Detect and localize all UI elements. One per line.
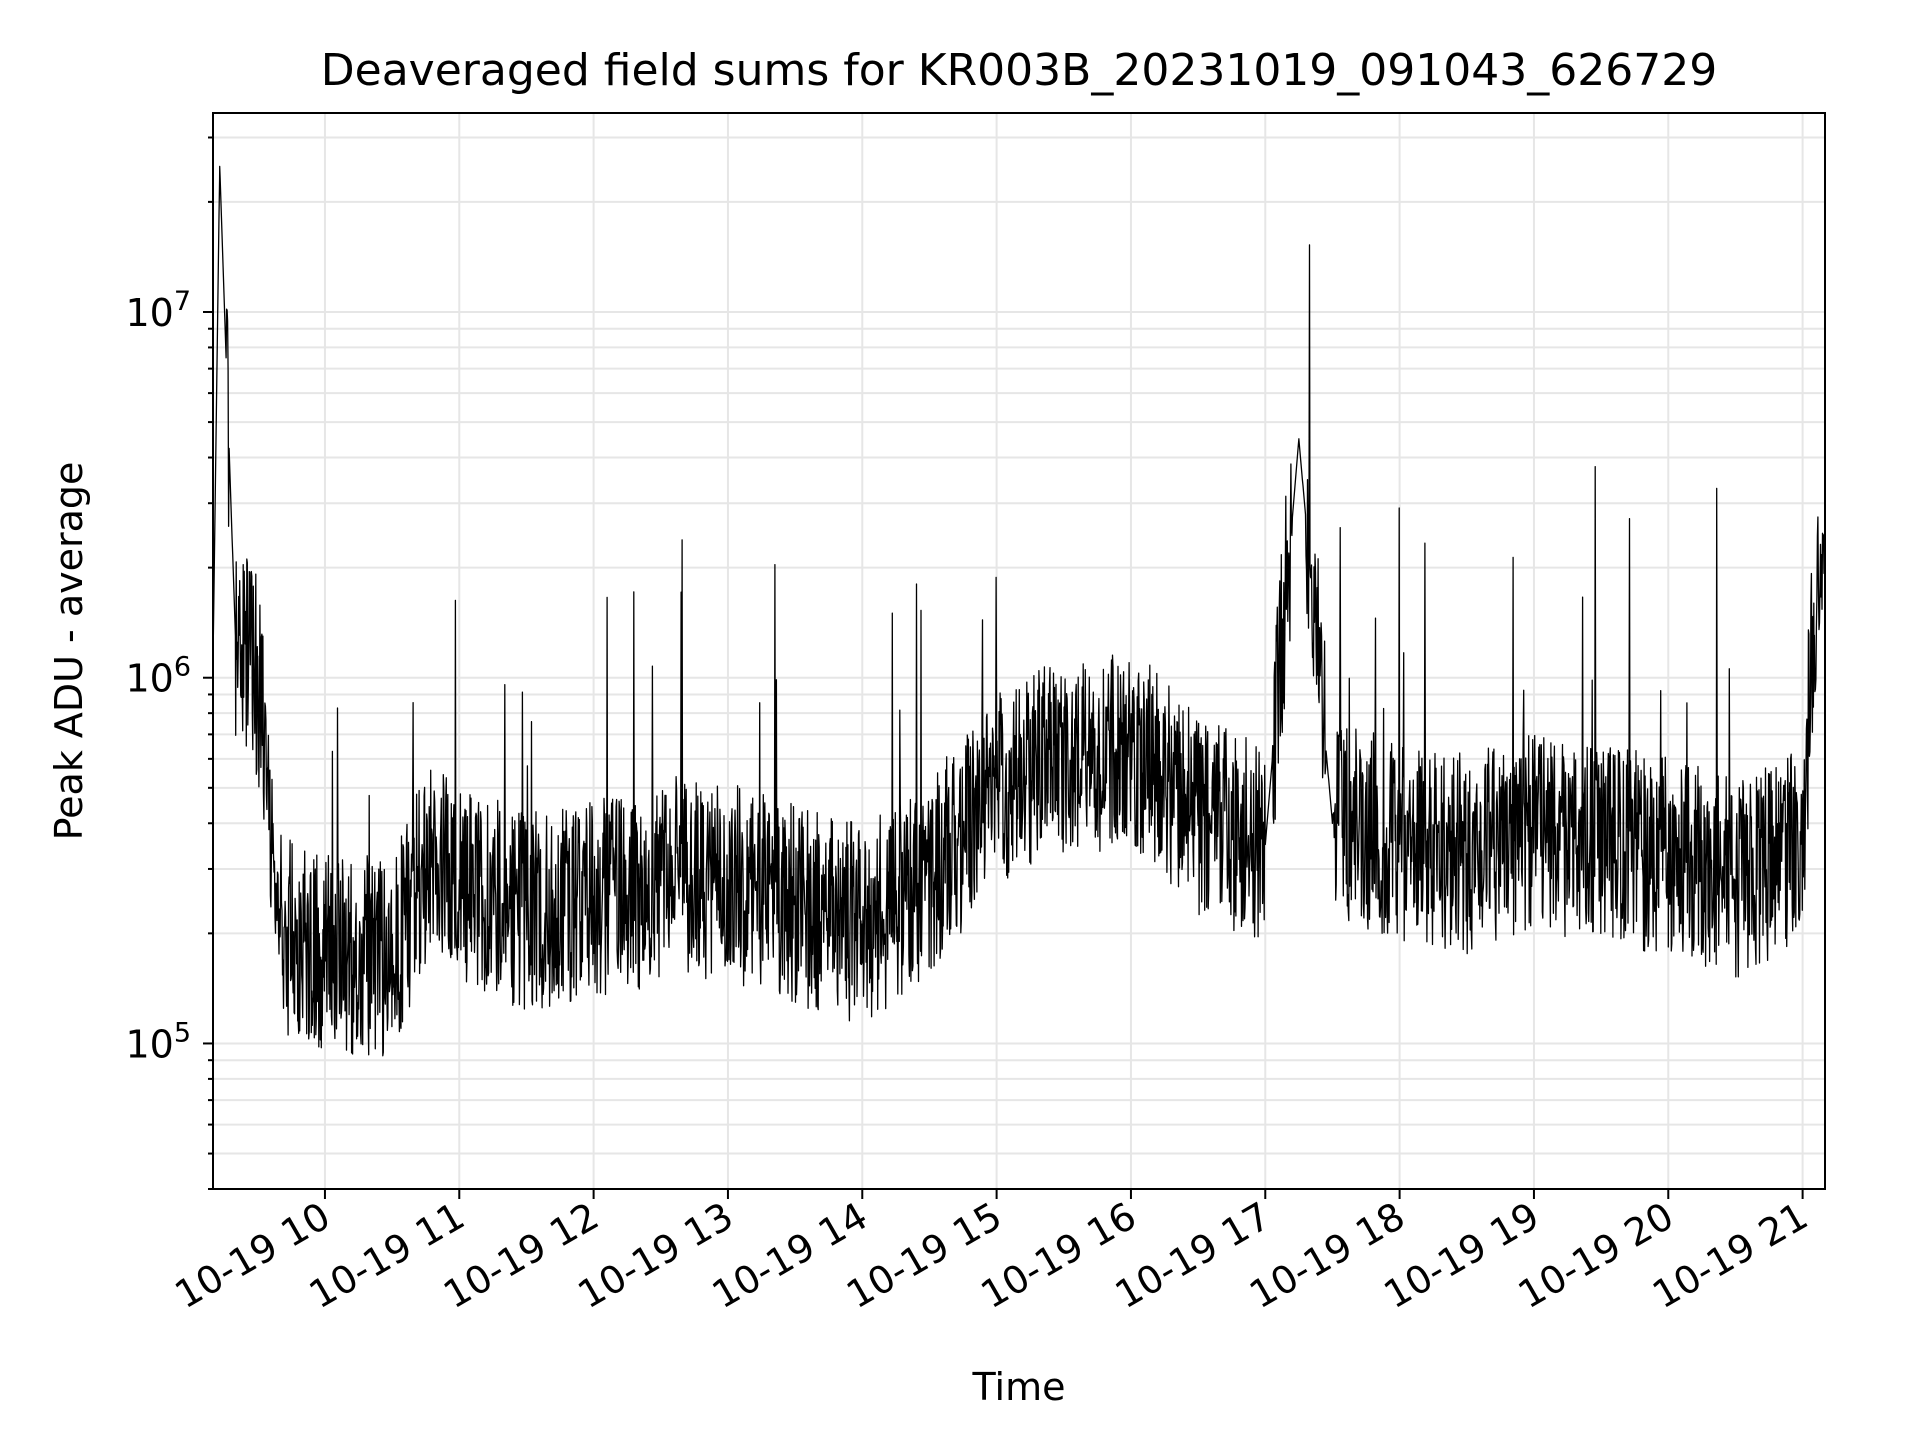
plot-frame xyxy=(212,112,1826,1190)
series-layer xyxy=(212,165,1826,1057)
y-tick-label: 107 xyxy=(125,286,191,335)
chart-title: Deaveraged field sums for KR003B_2023101… xyxy=(321,45,1717,96)
x-axis-label: Time xyxy=(972,1365,1066,1409)
series-line xyxy=(212,165,1826,1057)
y-tick-label: 105 xyxy=(125,1017,191,1066)
y-axis-ticks: 105 106 107 xyxy=(125,136,213,1190)
y-axis-label: Peak ADU - average xyxy=(47,462,91,841)
y-tick-label: 106 xyxy=(125,652,191,701)
